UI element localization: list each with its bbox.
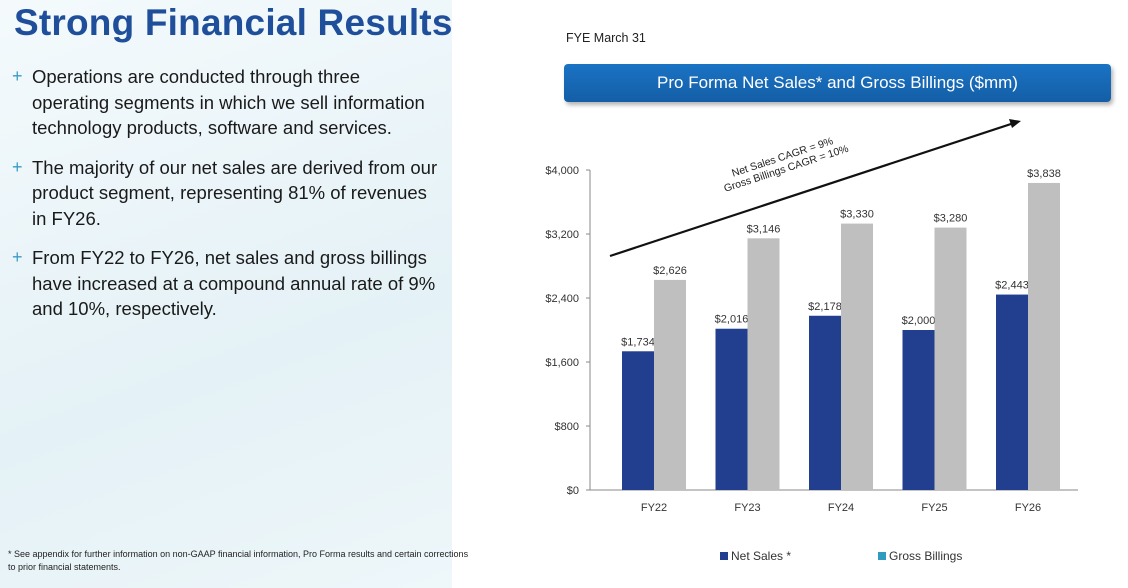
bullet-text: Operations are conducted through three o… bbox=[32, 66, 425, 138]
data-label-net-sales: $2,443 bbox=[995, 280, 1029, 292]
plus-bullet-icon: + bbox=[12, 156, 23, 177]
bar-gross-billings-fy23 bbox=[747, 238, 780, 490]
data-label-net-sales: $1,734 bbox=[621, 336, 655, 348]
data-label-net-sales: $2,178 bbox=[808, 301, 842, 313]
data-label-gross-billings: $2,626 bbox=[653, 265, 687, 277]
cagr-arrowhead-icon bbox=[1009, 119, 1021, 128]
footnote: * See appendix for further information o… bbox=[8, 549, 469, 572]
legend-label-net-sales: Net Sales * bbox=[731, 549, 792, 563]
data-label-gross-billings: $3,838 bbox=[1027, 168, 1061, 180]
legend-swatch-gross-billings bbox=[878, 552, 886, 560]
bullet-item: + The majority of our net sales are deri… bbox=[12, 155, 442, 232]
bullet-list: + Operations are conducted through three… bbox=[12, 64, 442, 336]
bar-net-sales-fy24 bbox=[809, 315, 841, 490]
fiscal-year-end-label: FYE March 31 bbox=[566, 31, 646, 45]
plus-bullet-icon: + bbox=[12, 66, 23, 86]
y-axis-ticks: $0 $800 $1,600 $2,400 $3,200 $4,000 bbox=[545, 165, 590, 497]
bar-net-sales-fy23 bbox=[715, 328, 748, 490]
bar-net-sales-fy25 bbox=[902, 330, 935, 490]
x-axis-labels: FY22 FY23 FY24 FY25 FY26 bbox=[641, 502, 1041, 514]
bullet-item: + From FY22 to FY26, net sales and gross… bbox=[12, 245, 442, 322]
y-tick-label: $800 bbox=[555, 421, 579, 433]
y-tick-label: $0 bbox=[567, 485, 579, 497]
bar-net-sales-fy26 bbox=[996, 294, 1028, 490]
legend-label-gross-billings: Gross Billings bbox=[889, 549, 963, 563]
x-tick-label: FY23 bbox=[734, 502, 760, 514]
bar-gross-billings-fy24 bbox=[841, 223, 873, 490]
bar-gross-billings-fy25 bbox=[934, 227, 967, 490]
y-tick-label: $4,000 bbox=[545, 165, 579, 177]
plus-bullet-icon: + bbox=[12, 247, 23, 267]
x-tick-label: FY26 bbox=[1015, 502, 1041, 514]
bullet-item: + Operations are conducted through three… bbox=[12, 64, 442, 141]
x-tick-label: FY22 bbox=[641, 502, 667, 514]
x-tick-label: FY25 bbox=[921, 502, 947, 514]
bar-gross-billings-fy26 bbox=[1028, 182, 1060, 490]
legend-item-gross-billings: Gross Billings bbox=[878, 549, 962, 563]
left-panel-background bbox=[0, 0, 452, 588]
legend-swatch-net-sales bbox=[720, 552, 728, 560]
x-tick-label: FY24 bbox=[828, 502, 854, 514]
bar-net-sales-fy22 bbox=[622, 351, 654, 490]
chart-title-bar: Pro Forma Net Sales* and Gross Billings … bbox=[564, 64, 1111, 102]
bar-gross-billings-fy22 bbox=[654, 279, 686, 490]
slide-title: Strong Financial Results bbox=[14, 2, 453, 43]
data-label-gross-billings: $3,330 bbox=[840, 209, 874, 221]
data-label-net-sales: $2,000 bbox=[902, 315, 936, 327]
y-tick-label: $2,400 bbox=[545, 293, 579, 305]
cagr-arrow-line bbox=[609, 121, 1015, 258]
cagr-annotation: Net Sales CAGR = 9% Gross Billings CAGR … bbox=[722, 135, 850, 195]
data-label-gross-billings: $3,146 bbox=[747, 223, 781, 235]
y-tick-label: $3,200 bbox=[545, 229, 579, 241]
legend-item-net-sales: Net Sales * bbox=[720, 549, 791, 563]
y-tick-label: $1,600 bbox=[545, 357, 579, 369]
bullet-text: The majority of our net sales are derive… bbox=[32, 156, 438, 229]
bullet-text: From FY22 to FY26, net sales and gross b… bbox=[32, 247, 436, 319]
data-label-net-sales: $2,016 bbox=[715, 314, 749, 326]
bar-group: $1,734 $2,626 $2,016 $3,146 $2,178 $3,330 $2,0… bbox=[621, 168, 1061, 490]
data-label-gross-billings: $3,280 bbox=[934, 213, 968, 225]
